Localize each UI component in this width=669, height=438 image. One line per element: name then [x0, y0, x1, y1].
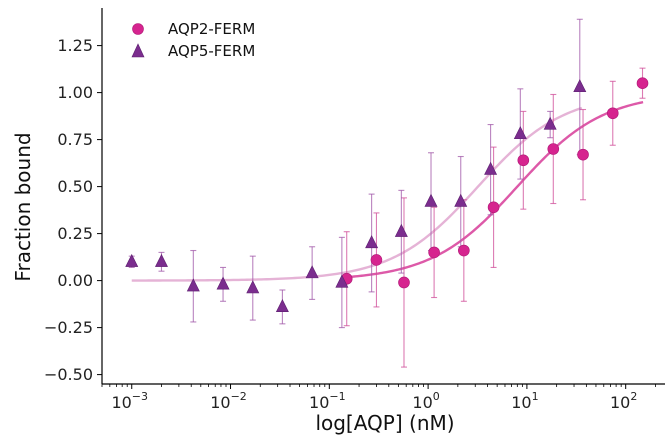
x-tick-label: 10−1 — [309, 390, 346, 412]
data-point-circle — [428, 246, 440, 259]
y-tick-label: −0.25 — [44, 318, 93, 337]
fit-curves — [131, 100, 644, 282]
data-point-triangle — [335, 274, 349, 288]
data-point-triangle — [484, 161, 498, 175]
data-point-circle — [370, 254, 383, 266]
y-tick-label: 0.25 — [57, 224, 93, 243]
y-tick-label: 0.50 — [57, 177, 93, 196]
y-tick-label: 1.00 — [57, 83, 93, 102]
data-point-circle — [606, 107, 619, 120]
data-point-triangle — [513, 126, 527, 140]
y-tick-label: −0.50 — [44, 365, 93, 384]
data-point-circle — [458, 244, 470, 257]
data-point-circle — [398, 276, 410, 289]
data-point-triangle — [454, 193, 468, 207]
fit-curve-1 — [131, 106, 583, 282]
data-point-triangle — [125, 253, 139, 267]
data-point-triangle — [394, 223, 408, 237]
x-tick-label: 100 — [412, 390, 439, 412]
data-point-triangle — [246, 280, 260, 294]
x-axis-title: log[AQP] (nM) — [315, 411, 454, 435]
y-axis-title: Fraction bound — [11, 132, 35, 281]
y-tick-label: 1.25 — [57, 36, 93, 55]
y-tick-label: 0.75 — [57, 130, 93, 149]
data-point-triangle — [305, 265, 319, 279]
legend-label: AQP5-FERM — [168, 42, 255, 60]
x-tick-label: 102 — [610, 390, 637, 412]
x-tick-label: 10−2 — [210, 390, 247, 412]
data-point-triangle — [365, 235, 379, 249]
data-point-triangle — [573, 79, 587, 93]
data-point-triangle — [275, 299, 289, 313]
x-tick-label: 10−3 — [111, 390, 148, 412]
data-point-circle — [636, 77, 649, 89]
legend-marker-triangle — [131, 43, 145, 58]
fit-curve-0 — [346, 100, 644, 279]
data-point-circle — [577, 148, 589, 161]
data-point-triangle — [154, 253, 168, 267]
data-point-triangle — [543, 116, 557, 130]
legend-marker-circle — [132, 23, 144, 35]
data-point-triangle — [424, 193, 438, 207]
y-tick-label: 0.00 — [57, 271, 93, 290]
error-bars — [128, 18, 646, 368]
legend-label: AQP2-FERM — [168, 20, 255, 38]
axes: −0.50 −0.25 0.00 0.25 0.50 0.75 1.00 1.25 10−3 10… — [44, 8, 665, 412]
data-point-circle — [547, 143, 560, 155]
x-tick-label: 101 — [511, 390, 538, 412]
data-point-circle — [487, 201, 500, 214]
data-point-triangle — [186, 278, 200, 292]
data-point-triangle — [216, 276, 230, 290]
data-point-circle — [517, 154, 530, 167]
data-points — [125, 77, 649, 313]
legend: AQP2-FERM AQP5-FERM — [131, 20, 255, 60]
